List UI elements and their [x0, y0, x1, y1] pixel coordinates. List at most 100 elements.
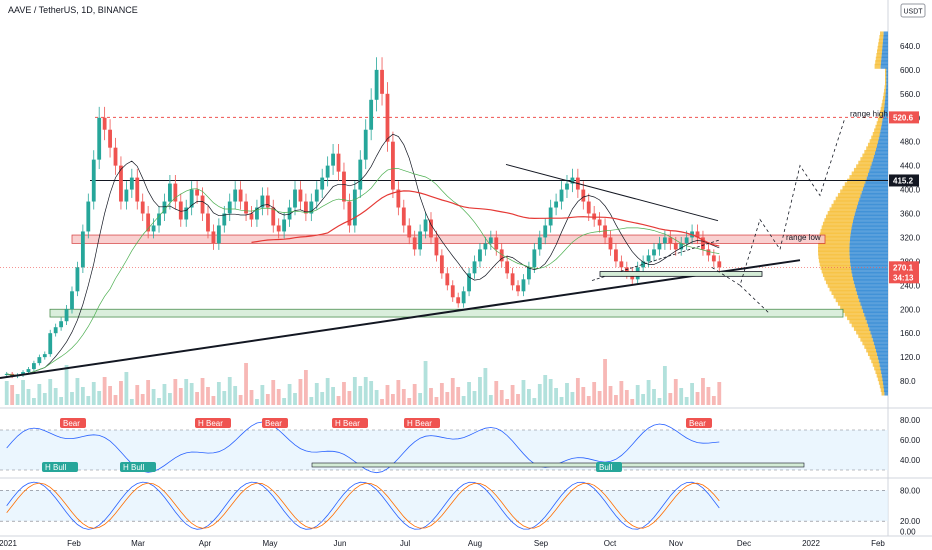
- projection-down-path: [739, 285, 771, 315]
- volume-profile-bar: [875, 368, 882, 374]
- volume-profile-bar: [847, 315, 866, 321]
- volume-bars: [4, 359, 722, 405]
- volume-profile-bar: [865, 178, 888, 184]
- volume-profile-bar: [877, 139, 888, 145]
- volume-profile-bar: [850, 264, 888, 270]
- volume-profile-bar: [884, 103, 888, 109]
- volume-bar: [37, 384, 42, 405]
- currency-button[interactable]: USDT: [900, 3, 926, 18]
- volume-profile-bar: [878, 135, 888, 141]
- volume-profile-bar: [855, 207, 888, 213]
- volume-bar: [15, 394, 20, 405]
- volume-bar: [238, 395, 243, 405]
- volume-profile-bar: [872, 157, 888, 163]
- candle-body: [505, 261, 510, 274]
- volume-bar: [684, 397, 689, 405]
- volume-profile-bar: [877, 49, 882, 55]
- volume-profile-bar: [880, 106, 884, 112]
- volume-profile-bar: [831, 203, 857, 209]
- candle-body: [195, 189, 200, 196]
- candle-body: [450, 285, 455, 298]
- candle-body: [706, 249, 711, 256]
- volume-profile-bar: [871, 333, 888, 339]
- volume-profile-bar: [852, 272, 888, 278]
- candle-body: [358, 159, 363, 190]
- volume-bar: [391, 394, 395, 405]
- volume-bar: [135, 385, 140, 405]
- candle-body: [238, 189, 243, 202]
- volume-profile-bar: [856, 164, 871, 170]
- volume-bar: [586, 396, 591, 405]
- volume-profile-bar: [840, 189, 862, 195]
- volume-bar: [603, 359, 607, 405]
- volume-profile-bar: [825, 279, 854, 285]
- candle-body: [586, 201, 591, 214]
- volume-profile-bar: [886, 81, 888, 87]
- volume-profile-bar: [850, 232, 888, 238]
- volume-profile-bar: [837, 193, 861, 199]
- volume-profile-bar: [879, 110, 884, 116]
- volume-bar: [70, 392, 74, 405]
- volume-profile-bar: [859, 297, 888, 303]
- volume-bar: [129, 399, 134, 405]
- volume-bar: [467, 382, 471, 405]
- volume-bar: [59, 397, 64, 405]
- stoch-d-line: [6, 482, 720, 529]
- volume-bar: [548, 379, 553, 405]
- volume-profile-bar: [870, 329, 888, 335]
- candle-body: [472, 261, 477, 274]
- volume-profile-bar: [882, 376, 888, 382]
- candle-body: [461, 291, 466, 304]
- candle-body: [429, 219, 433, 238]
- candle-body: [157, 213, 161, 226]
- candle-body: [412, 237, 417, 250]
- volume-profile-bar: [818, 236, 851, 242]
- volume-profile-bar: [881, 103, 885, 109]
- candle-body: [532, 249, 537, 268]
- volume-profile-bar: [880, 60, 888, 66]
- volume-profile-bar: [859, 196, 888, 202]
- projection-path: [711, 117, 846, 286]
- candle-body: [554, 201, 559, 208]
- candle-body: [510, 273, 515, 286]
- volume-profile-bar: [844, 182, 865, 188]
- volume-bar: [146, 380, 151, 405]
- volume-bar: [505, 399, 510, 405]
- volume-profile-bar: [881, 368, 888, 374]
- volume-profile-bar: [853, 279, 888, 285]
- volume-profile-bar: [880, 386, 884, 392]
- candle-body: [396, 189, 401, 208]
- candle-body: [467, 273, 471, 292]
- volume-profile-bar: [885, 88, 888, 94]
- volume-profile-bar: [876, 146, 888, 152]
- volume-profile-bar: [878, 42, 883, 48]
- volume-profile-bar: [840, 304, 862, 310]
- candle-body: [614, 249, 618, 262]
- candle-body: [184, 207, 189, 220]
- volume-profile-bar: [824, 275, 853, 281]
- candle-body: [668, 237, 673, 244]
- volume-profile-bar: [874, 63, 881, 69]
- volume-bar: [396, 380, 401, 405]
- volume-profile-bar: [875, 124, 882, 130]
- volume-profile-bar: [851, 268, 888, 274]
- volume-profile-bar: [883, 31, 888, 37]
- volume-bar: [347, 391, 352, 405]
- candle-body: [624, 267, 629, 274]
- volume-bar: [75, 378, 80, 405]
- volume-bar: [140, 394, 145, 405]
- stoch-k-line: [6, 481, 720, 530]
- countdown-label: 34:13: [893, 273, 914, 282]
- volume-profile-bar: [852, 275, 888, 281]
- bull-signal-label: Bull: [599, 463, 613, 472]
- candle-body: [124, 189, 129, 202]
- candle-body: [249, 213, 254, 220]
- volume-profile-bar: [884, 99, 888, 105]
- volume-bar: [331, 387, 335, 405]
- volume-profile-bar: [844, 311, 865, 317]
- candle-body: [380, 69, 384, 94]
- candle-body: [418, 231, 423, 250]
- volume-bar: [706, 387, 711, 405]
- candle-body: [32, 363, 36, 370]
- volume-profile-bar: [818, 246, 850, 252]
